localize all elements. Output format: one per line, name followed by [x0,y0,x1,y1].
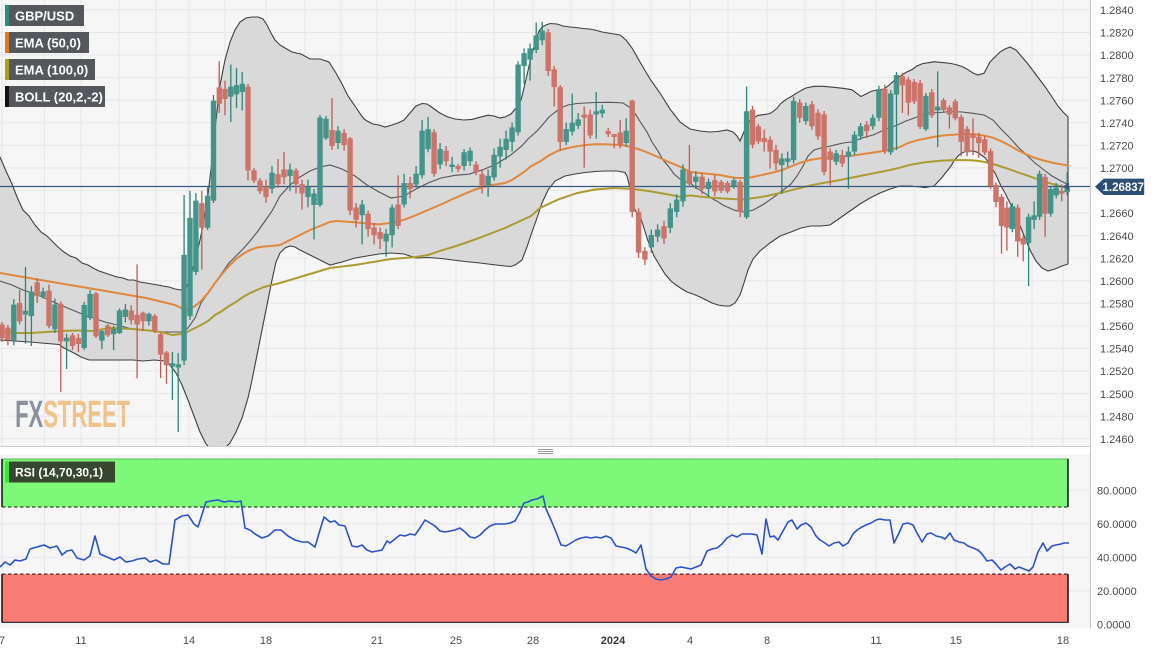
svg-text:28: 28 [527,635,539,647]
svg-text:EMA (50,0): EMA (50,0) [15,36,81,51]
svg-text:RSI (14,70,30,1): RSI (14,70,30,1) [15,466,103,480]
svg-text:21: 21 [371,635,383,647]
svg-text:GBP/USD: GBP/USD [15,9,74,24]
svg-text:11: 11 [75,635,86,647]
svg-text:4: 4 [687,635,693,647]
svg-text:15: 15 [950,635,962,647]
svg-text:1.2560: 1.2560 [1100,321,1134,333]
svg-text:1.2520: 1.2520 [1100,366,1134,378]
svg-text:8: 8 [764,635,770,647]
svg-text:1.2460: 1.2460 [1100,434,1134,446]
svg-text:25: 25 [450,635,462,647]
svg-text:1.2720: 1.2720 [1100,141,1134,153]
svg-text:1.2840: 1.2840 [1100,5,1134,17]
svg-text:1.2620: 1.2620 [1100,253,1134,265]
svg-text:20.0000: 20.0000 [1097,586,1137,598]
svg-text:14: 14 [183,635,195,647]
svg-text:2024: 2024 [601,635,626,647]
svg-text:11: 11 [870,635,881,647]
svg-text:1.26837: 1.26837 [1103,182,1145,194]
svg-text:80.0000: 80.0000 [1097,485,1137,497]
svg-text:1.2740: 1.2740 [1100,118,1134,130]
svg-text:BOLL (20,2,-2): BOLL (20,2,-2) [15,90,103,105]
svg-text:7: 7 [0,635,5,647]
svg-text:1.2700: 1.2700 [1100,163,1134,175]
svg-text:40.0000: 40.0000 [1097,553,1137,565]
svg-text:1.2480: 1.2480 [1100,411,1134,423]
svg-text:1.2580: 1.2580 [1100,299,1134,311]
svg-text:1.2540: 1.2540 [1100,344,1134,356]
svg-text:1.2760: 1.2760 [1100,95,1134,107]
svg-text:FXSTREET: FXSTREET [15,393,130,436]
svg-text:1.2600: 1.2600 [1100,276,1134,288]
svg-text:18: 18 [260,635,272,647]
svg-text:1.2500: 1.2500 [1100,389,1134,401]
svg-text:0.0000: 0.0000 [1097,620,1131,632]
svg-text:1.2640: 1.2640 [1100,231,1134,243]
svg-text:EMA (100,0): EMA (100,0) [15,63,88,78]
svg-text:1.2820: 1.2820 [1100,28,1134,40]
svg-text:1.2660: 1.2660 [1100,208,1134,220]
svg-text:60.0000: 60.0000 [1097,519,1137,531]
svg-text:1.2800: 1.2800 [1100,50,1134,62]
svg-text:1.2780: 1.2780 [1100,73,1134,85]
svg-text:18: 18 [1057,635,1069,647]
